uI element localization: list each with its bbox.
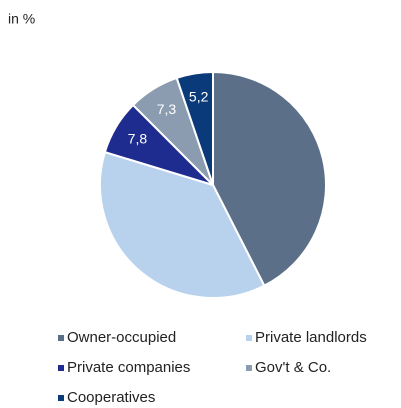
legend-marker	[58, 395, 64, 401]
legend-marker	[246, 335, 252, 341]
legend-marker	[246, 365, 252, 371]
data-label: 7,8	[128, 130, 148, 146]
legend-label: Gov't & Co.	[255, 359, 331, 376]
legend-label: Private landlords	[255, 329, 367, 346]
pie-slice	[212, 70, 327, 288]
legend-label: Cooperatives	[67, 389, 155, 406]
pie-slice	[99, 150, 266, 299]
data-label: 5,2	[189, 89, 209, 105]
subtitle: in %	[8, 11, 35, 27]
legend-marker	[58, 335, 64, 341]
legend-label: Owner-occupied	[67, 329, 176, 346]
legend-label: Private companies	[67, 359, 190, 376]
legend-marker	[58, 365, 64, 371]
pie-slice	[175, 70, 214, 186]
data-label: 7,3	[157, 101, 177, 117]
